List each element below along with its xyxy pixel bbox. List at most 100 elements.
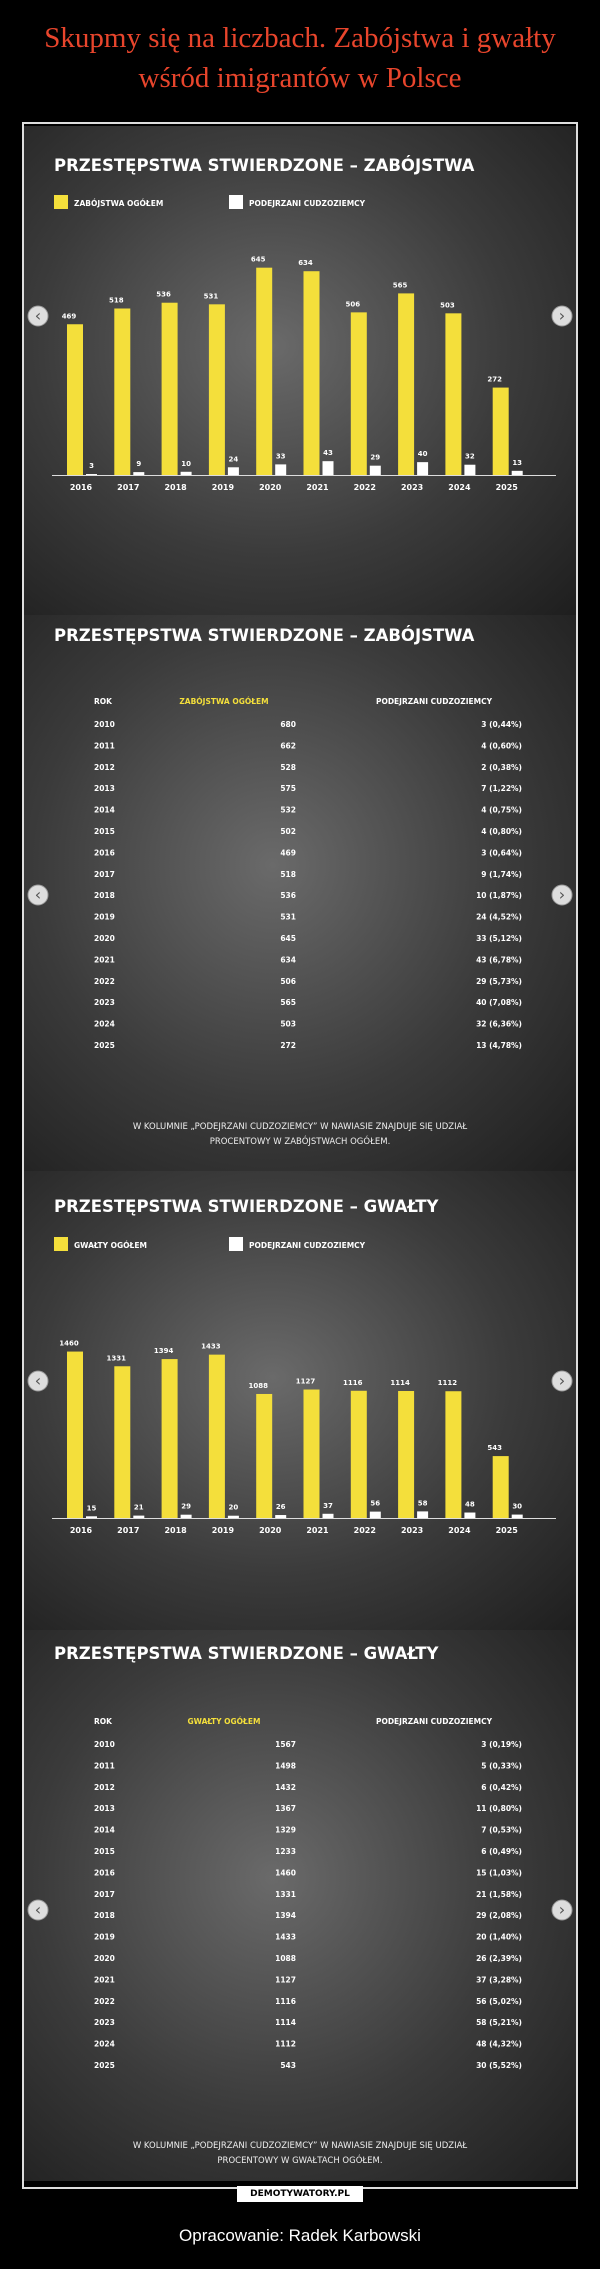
bar xyxy=(67,324,83,475)
bar xyxy=(161,302,178,475)
nav-arrow-icon[interactable]: › xyxy=(559,1371,565,1390)
x-tick-label: 2022 xyxy=(354,1526,376,1535)
table-cell: 469 xyxy=(280,848,296,857)
panel-graphic: PRZESTĘPSTWA STWIERDZONE – GWAŁTY ‹ › ROK GW… xyxy=(27,1644,573,2070)
table-cell: 1367 xyxy=(275,1804,296,1813)
table-cell: 2023 xyxy=(94,998,115,1007)
nav-arrow-icon[interactable]: › xyxy=(559,1900,565,1919)
table-cell: 518 xyxy=(280,870,296,879)
table-cell: 2010 xyxy=(94,1740,115,1749)
table-cell: 6 (0,49%) xyxy=(481,1847,522,1856)
data-label: 518 xyxy=(109,297,124,305)
data-label: 3 xyxy=(89,462,94,470)
table-cell: 4 (0,80%) xyxy=(481,827,522,836)
data-label: 48 xyxy=(465,1501,475,1509)
nav-arrow-circle[interactable] xyxy=(27,305,49,327)
data-label: 58 xyxy=(418,1499,428,1507)
table-cell: 528 xyxy=(280,763,296,772)
nav-arrow-circle[interactable] xyxy=(27,1370,49,1392)
legend-label: ZABÓJSTWA OGÓŁEM xyxy=(74,199,163,208)
nav-arrow-icon[interactable]: ‹ xyxy=(35,306,41,325)
table-cell: 2025 xyxy=(94,1041,115,1050)
x-tick-label: 2018 xyxy=(164,1526,187,1535)
nav-arrow[interactable]: › xyxy=(551,1899,573,1921)
nav-arrow-icon[interactable]: ‹ xyxy=(35,1900,41,1919)
data-label: 1433 xyxy=(201,1343,221,1351)
bar xyxy=(303,1389,320,1518)
table-cell: 1498 xyxy=(275,1761,296,1770)
table-cell: 15 (1,03%) xyxy=(476,1868,522,1877)
bar xyxy=(86,1516,97,1518)
nav-arrow[interactable]: ‹ xyxy=(27,1370,49,1392)
nav-arrow-circle[interactable] xyxy=(551,305,573,327)
table-cell: 543 xyxy=(280,2061,296,2070)
table-cell: 7 (1,22%) xyxy=(481,784,522,793)
table-cell: 11 (0,80%) xyxy=(476,1804,522,1813)
bar xyxy=(511,1514,523,1518)
page-title: Skupmy się na liczbach. Zabójstwa i gwał… xyxy=(44,22,556,94)
bar xyxy=(464,1512,476,1518)
nav-arrow[interactable]: ‹ xyxy=(27,884,49,906)
table-cell: 20 (1,40%) xyxy=(476,1933,522,1942)
table-cell: 2020 xyxy=(94,1954,115,1963)
x-tick-label: 2019 xyxy=(212,483,235,492)
table-cell: 1112 xyxy=(275,2040,296,2049)
table-cell: 13 (4,78%) xyxy=(476,1041,522,1050)
table-cell: 272 xyxy=(280,1041,296,1050)
data-label: 1127 xyxy=(296,1378,316,1386)
table-cell: 565 xyxy=(280,998,296,1007)
bar xyxy=(492,387,509,475)
data-label: 543 xyxy=(487,1444,502,1452)
data-label: 32 xyxy=(465,453,475,461)
table-cell: 2022 xyxy=(94,977,115,986)
table-cell: 2016 xyxy=(94,1868,115,1877)
nav-arrow[interactable]: › xyxy=(551,884,573,906)
nav-arrow-icon[interactable]: › xyxy=(559,306,565,325)
legend-swatch xyxy=(229,195,243,209)
chart-panel: PRZESTĘPSTWA STWIERDZONE – ZABÓJSTWA ZABÓ… xyxy=(24,126,576,615)
logo[interactable]: DEMOTYWATORY.PL xyxy=(237,2186,363,2202)
table-note: W KOLUMNIE „PODEJRZANI CUDZOZIEMCY” W NA… xyxy=(132,2141,468,2166)
table-cell: 56 (5,02%) xyxy=(476,1997,522,2006)
x-tick-label: 2020 xyxy=(259,1526,282,1535)
x-tick-label: 2024 xyxy=(448,483,471,492)
table-cell: 662 xyxy=(280,741,296,750)
data-label: 469 xyxy=(62,312,77,320)
data-label: 24 xyxy=(229,455,239,463)
data-label: 1112 xyxy=(438,1379,458,1387)
nav-arrow-icon[interactable]: › xyxy=(559,885,565,904)
nav-arrow-icon[interactable]: ‹ xyxy=(35,1371,41,1390)
nav-arrow[interactable]: ‹ xyxy=(27,305,49,327)
bar xyxy=(350,1390,367,1518)
data-label: 1116 xyxy=(343,1379,363,1387)
bar xyxy=(227,1515,239,1518)
chart-title: PRZESTĘPSTWA STWIERDZONE – ZABÓJSTWA xyxy=(54,156,475,175)
legend-swatch xyxy=(54,195,68,209)
nav-arrow-icon[interactable]: ‹ xyxy=(35,885,41,904)
table-cell: 3 (0,44%) xyxy=(481,720,522,729)
column-header: PODEJRZANI CUDZOZIEMCY xyxy=(376,1717,493,1726)
nav-arrow-circle[interactable] xyxy=(27,884,49,906)
table-cell: 2015 xyxy=(94,1847,115,1856)
nav-arrow[interactable]: › xyxy=(551,1370,573,1392)
nav-arrow-circle[interactable] xyxy=(27,1899,49,1921)
nav-arrow[interactable]: ‹ xyxy=(27,1899,49,1921)
data-label: 43 xyxy=(323,449,333,457)
x-tick-label: 2024 xyxy=(448,1526,471,1535)
bar xyxy=(86,474,97,475)
bar xyxy=(67,1351,83,1518)
table-cell: 43 (6,78%) xyxy=(476,955,522,964)
data-label: 56 xyxy=(370,1500,380,1508)
table-cell: 3 (0,19%) xyxy=(481,1740,522,1749)
data-label: 15 xyxy=(87,1504,97,1512)
table-cell: 2010 xyxy=(94,720,115,729)
nav-arrow-circle[interactable] xyxy=(551,884,573,906)
nav-arrow-circle[interactable] xyxy=(551,1899,573,1921)
table-cell: 1114 xyxy=(275,2018,296,2027)
table-cell: 1432 xyxy=(275,1783,296,1792)
nav-arrow-circle[interactable] xyxy=(551,1370,573,1392)
bar xyxy=(398,293,415,475)
table-cell: 1329 xyxy=(275,1826,296,1835)
column-header: PODEJRZANI CUDZOZIEMCY xyxy=(376,697,493,706)
nav-arrow[interactable]: › xyxy=(551,305,573,327)
